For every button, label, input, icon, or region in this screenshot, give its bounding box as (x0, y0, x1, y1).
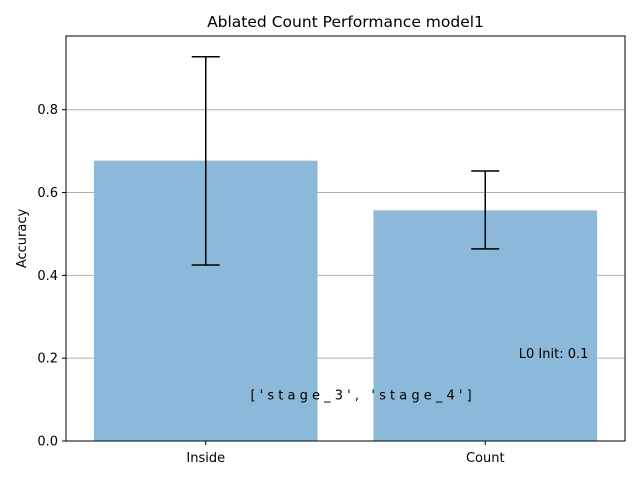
error-bars (191, 55, 500, 266)
y-tick-label: 0.8 (37, 103, 58, 118)
x-tick-label: Inside (186, 451, 225, 466)
annotation-text: L0 Init: 0.1 (519, 347, 589, 362)
annotation-text: [ ' s t a g e _ 3 ' , ' s t a g e _ 4 ' … (250, 389, 471, 404)
y-tick-label: 0.0 (37, 435, 58, 450)
y-axis-label: Accuracy (15, 209, 30, 269)
y-tick-label: 0.6 (37, 186, 58, 201)
annotations: L0 Init: 0.1 [ ' s t a g e _ 3 ' , ' s t … (250, 347, 588, 403)
axes-frame (65, 35, 626, 442)
x-tick-label: Count (466, 451, 505, 466)
y-tick-label: 0.2 (37, 352, 58, 367)
ticks: 0.0 0.2 0.4 0.6 0.8 Inside Count (37, 103, 504, 466)
y-tick-label: 0.4 (37, 269, 58, 284)
chart-title: Ablated Count Performance model1 (207, 13, 484, 31)
